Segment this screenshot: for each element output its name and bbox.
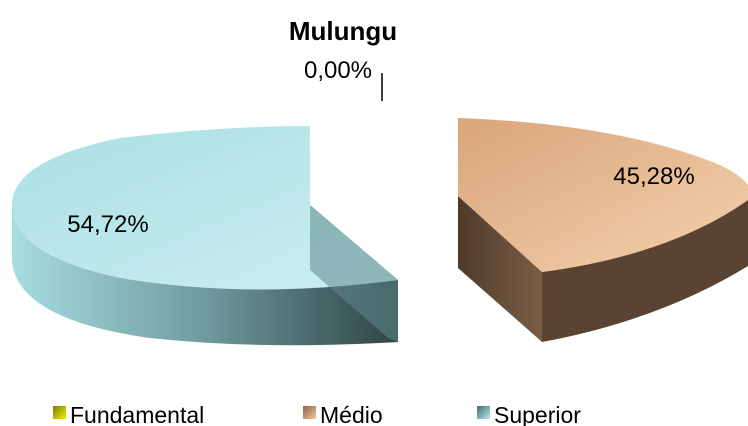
slice-medio [458, 118, 748, 342]
legend: Fundamental Médio Superior [53, 402, 581, 426]
legend-swatch-medio [303, 406, 316, 419]
legend-item-fundamental: Fundamental [53, 402, 204, 426]
slice-superior-cut-edge [310, 205, 398, 342]
legend-item-superior: Superior [477, 402, 581, 426]
legend-label-superior: Superior [494, 402, 581, 426]
data-label-medio: 45,28% [613, 163, 694, 190]
legend-swatch-fundamental [53, 406, 66, 419]
chart-title: Mulungu [289, 16, 397, 46]
legend-label-medio: Médio [320, 402, 383, 426]
legend-item-medio: Médio [303, 402, 383, 426]
legend-swatch-superior [477, 406, 490, 419]
slice-superior [12, 126, 398, 346]
data-label-superior: 54,72% [67, 211, 148, 238]
data-label-fundamental: 0,00% [304, 57, 372, 84]
legend-label-fundamental: Fundamental [70, 402, 204, 426]
slice-medio-top [458, 118, 748, 272]
slice-medio-side-right [542, 200, 748, 342]
slice-superior-top [12, 126, 398, 290]
slice-medio-side-left [458, 196, 542, 342]
